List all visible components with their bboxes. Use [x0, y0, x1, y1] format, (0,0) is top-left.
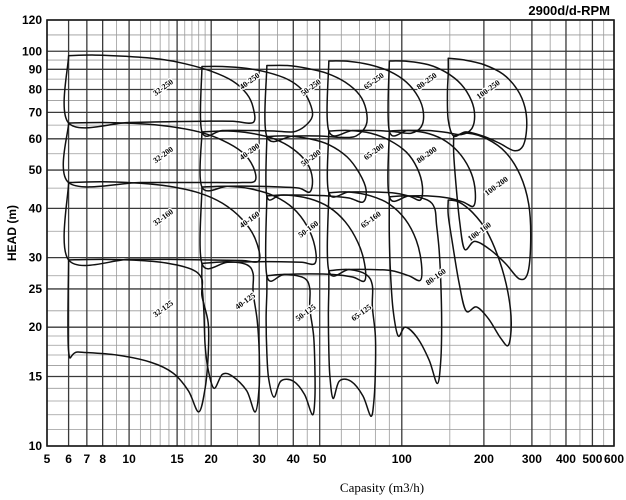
pump-envelope-curves	[62, 54, 532, 417]
y-tick-label: 10	[29, 439, 43, 453]
x-axis-tick-labels: 5 6 7 8 10 15 20 30 40 50 100 200 300 400 500 600	[44, 452, 625, 466]
x-tick-label: 20	[205, 452, 219, 466]
x-tick-label: 10	[122, 452, 136, 466]
x-tick-label: 300	[522, 452, 542, 466]
x-tick-label: 40	[287, 452, 301, 466]
y-tick-label: 15	[29, 369, 43, 383]
pump-envelope-40-125	[201, 260, 261, 413]
pump-envelope-100-200	[452, 132, 532, 281]
x-tick-label: 5	[44, 452, 51, 466]
x-tick-label: 200	[474, 452, 494, 466]
y-tick-label: 50	[29, 163, 43, 177]
y-axis-title: HEAD (m)	[5, 205, 19, 261]
y-tick-label: 90	[29, 62, 43, 76]
x-tick-label: 8	[99, 452, 106, 466]
y-tick-label: 40	[29, 201, 43, 215]
pump-envelope-32-250	[63, 54, 256, 129]
grid-minor-group	[47, 20, 614, 446]
pump-envelope-32-200	[62, 121, 257, 188]
x-tick-label: 500	[582, 452, 602, 466]
x-tick-label: 400	[556, 452, 576, 466]
y-tick-label: 20	[29, 320, 43, 334]
pump-envelope-80-160	[388, 195, 443, 385]
y-tick-label: 25	[29, 282, 43, 296]
pump-envelope-100-160	[447, 199, 513, 347]
x-tick-label: 6	[65, 452, 72, 466]
x-tick-label: 30	[253, 452, 267, 466]
pump-envelope-50-125	[265, 273, 316, 416]
y-tick-label: 30	[29, 251, 43, 265]
y-tick-label: 80	[29, 83, 43, 97]
x-tick-label: 50	[313, 452, 327, 466]
x-tick-label: 100	[392, 452, 412, 466]
pump-envelope-100-250	[446, 57, 528, 152]
y-tick-label: 60	[29, 132, 43, 146]
pump-envelope-65-125	[327, 268, 377, 417]
x-tick-label: 7	[84, 452, 91, 466]
y-tick-label: 100	[22, 44, 42, 58]
plot-frame	[46, 19, 615, 447]
x-tick-label: 15	[170, 452, 184, 466]
chart-title: 2900d/d-RPM	[528, 3, 610, 18]
y-tick-label: 70	[29, 105, 43, 119]
x-axis-title: Capasity (m3/h)	[340, 480, 424, 495]
y-axis-tick-labels: 10 15 20 25 30 40 50 60 70 80 90 100 120	[22, 13, 42, 453]
x-tick-label: 600	[604, 452, 624, 466]
pump-envelope-32-125	[67, 258, 210, 413]
y-tick-label: 120	[22, 13, 42, 27]
